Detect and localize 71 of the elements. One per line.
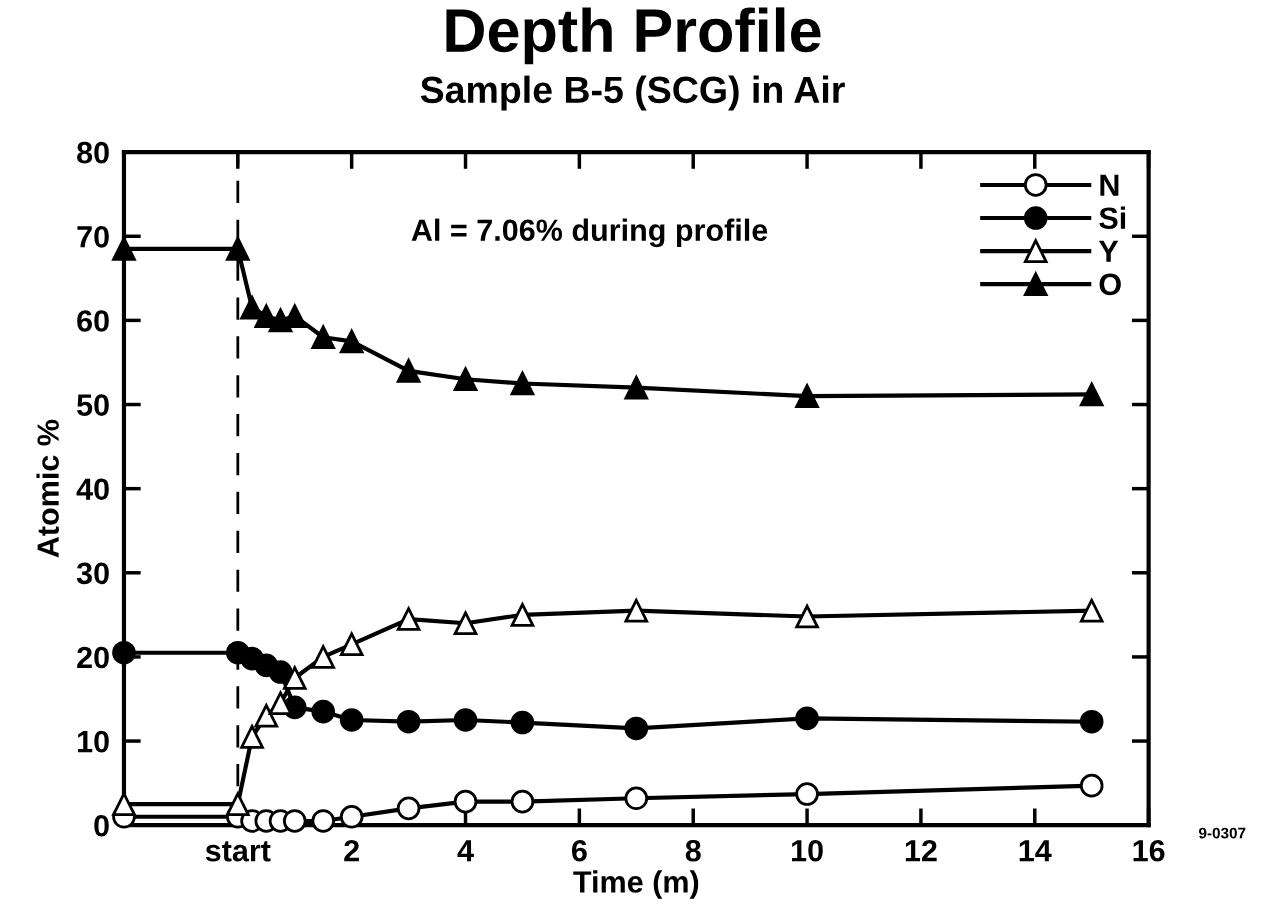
x-tick-label: 8 <box>685 839 701 862</box>
point <box>396 796 421 821</box>
y-tick-label: 60 <box>77 310 109 332</box>
point <box>453 367 478 392</box>
legend-label: O <box>1099 273 1121 296</box>
point <box>624 375 649 400</box>
x-tick-label: start <box>205 841 271 862</box>
legend-label: Si <box>1099 206 1126 230</box>
point <box>396 607 421 631</box>
y-tick-label: 50 <box>77 394 109 416</box>
annotation: Al = 7.06% during profile <box>411 218 768 248</box>
x-tick-label: 10 <box>792 839 823 862</box>
x-tick-label: 2 <box>344 839 359 862</box>
chart-title: Depth Profile <box>446 7 821 65</box>
y-tick-label: 0 <box>94 814 109 837</box>
point <box>226 792 250 816</box>
point <box>240 725 264 749</box>
point <box>1079 709 1104 734</box>
point <box>282 809 307 833</box>
point <box>311 645 336 669</box>
point <box>453 708 478 732</box>
point <box>282 666 307 690</box>
text: 9-0307 <box>1198 827 1246 839</box>
point <box>1079 382 1104 407</box>
legend-label: N <box>1100 174 1119 196</box>
point <box>311 699 336 724</box>
point <box>453 789 478 814</box>
point <box>339 632 364 657</box>
point <box>624 786 649 811</box>
y-tick-label: 20 <box>77 646 109 669</box>
point <box>795 782 819 806</box>
x-tick-label: 12 <box>905 839 937 862</box>
point <box>624 598 649 623</box>
point <box>112 237 136 261</box>
point <box>268 660 293 684</box>
point <box>112 792 136 816</box>
point <box>510 371 535 396</box>
x-tick-label: 14 <box>1019 840 1052 862</box>
point <box>396 709 421 734</box>
point <box>339 804 364 829</box>
point <box>339 329 364 354</box>
point <box>226 237 250 261</box>
point <box>339 708 364 732</box>
point <box>311 325 336 350</box>
y-tick-label: 80 <box>77 141 109 164</box>
point <box>1079 773 1104 798</box>
x-axis-title: Time (m) <box>573 870 699 899</box>
point <box>795 604 819 629</box>
point <box>1079 598 1104 623</box>
point <box>311 809 336 833</box>
point <box>795 706 819 731</box>
point <box>624 716 649 741</box>
point <box>396 359 421 383</box>
point <box>795 384 819 408</box>
y-tick-label: 40 <box>76 478 109 501</box>
point <box>453 611 478 636</box>
point <box>510 789 535 814</box>
y-tick-label: 10 <box>78 730 109 753</box>
x-tick-label: 6 <box>571 839 587 862</box>
legend-label: Y <box>1098 240 1119 262</box>
y-axis-title: Atomic % <box>36 419 59 558</box>
y-tick-label: 70 <box>77 226 109 248</box>
x-tick-label: 16 <box>1133 839 1165 862</box>
point <box>112 640 136 665</box>
point <box>510 603 535 627</box>
point <box>240 295 264 320</box>
point <box>510 710 535 735</box>
y-tick-label: 30 <box>76 562 109 585</box>
point <box>254 704 279 728</box>
x-tick-label: 4 <box>457 840 474 862</box>
chart-subtitle: Sample B-5 (SCG) in Air <box>420 75 845 111</box>
